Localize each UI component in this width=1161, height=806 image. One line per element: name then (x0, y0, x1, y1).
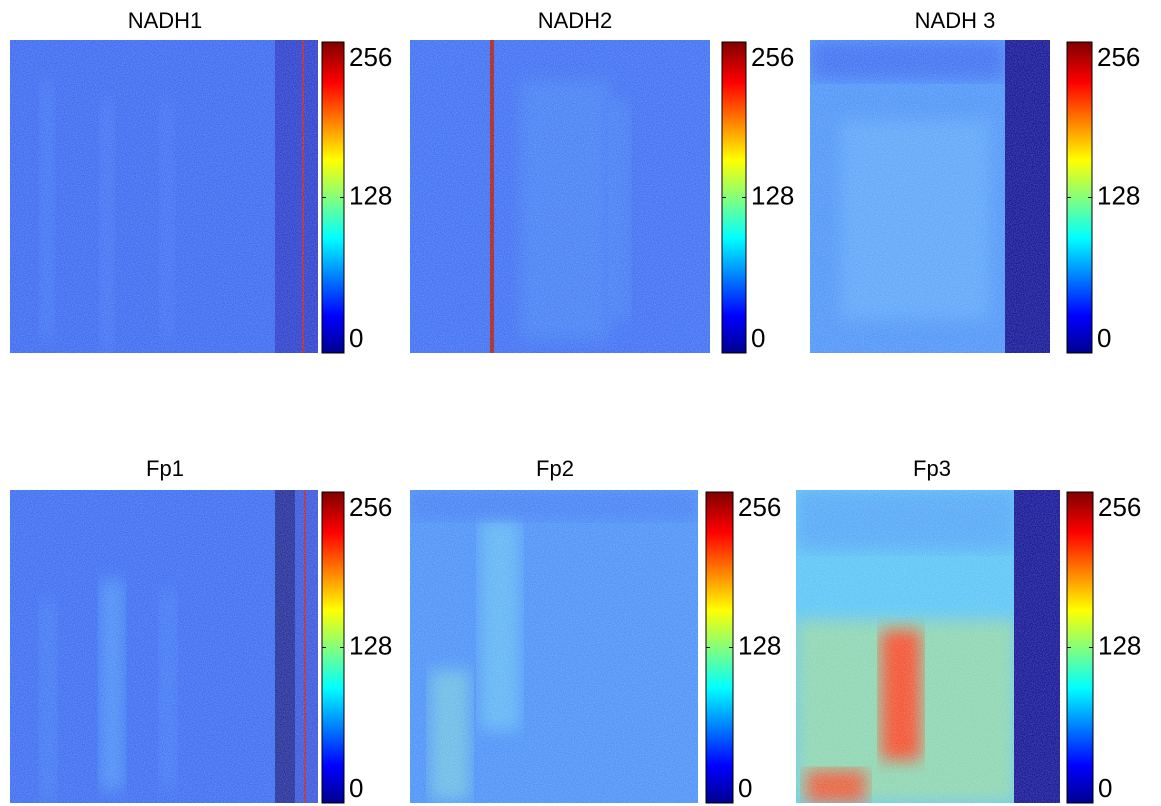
colorbar-tick-label: 128 (751, 180, 794, 210)
colorbar-tick-label: 256 (1098, 492, 1141, 522)
image-noise (410, 40, 710, 353)
image-noise (10, 490, 318, 803)
panel: NADH1 0 128 256 (10, 8, 392, 354)
heatmap-image (410, 490, 698, 803)
colorbar-tick-label: 0 (349, 323, 363, 353)
colorbar-tick-label: 128 (1097, 180, 1140, 210)
image-noise (10, 40, 318, 353)
colorbar-tick-label: 128 (349, 180, 392, 210)
panel-title: NADH 3 (915, 8, 996, 33)
heatmap-image (410, 40, 710, 353)
panel: Fp1 0 128 256 (10, 456, 392, 804)
colorbar-tick-label: 128 (349, 630, 392, 660)
panel-title: Fp1 (146, 456, 184, 481)
image-noise (796, 490, 1060, 803)
colorbar (1066, 41, 1093, 354)
colorbar-tick-label: 0 (751, 323, 765, 353)
colorbar-tick-label: 256 (738, 492, 781, 522)
colorbar-tick-label: 256 (349, 492, 392, 522)
colorbar-tick-label: 256 (1097, 42, 1140, 72)
heatmap-image (10, 40, 318, 353)
colorbar-tick-label: 0 (1098, 773, 1112, 803)
heatmap-image (10, 490, 318, 803)
panel: NADH 3 0 128 256 (810, 8, 1140, 354)
colorbar-tick-label: 0 (349, 773, 363, 803)
colorbar (705, 491, 734, 804)
panel-title: Fp3 (913, 456, 951, 481)
colorbar-tick-label: 128 (1098, 630, 1141, 660)
heatmap-image (810, 40, 1050, 353)
panel: Fp3 0 128 256 (796, 456, 1141, 804)
colorbar-tick-label: 0 (1097, 323, 1111, 353)
panel: NADH2 0 128 256 (410, 8, 794, 354)
colorbar-tick-label: 256 (349, 42, 392, 72)
image-noise (810, 40, 1050, 353)
colorbar-tick-label: 256 (751, 42, 794, 72)
panel-title: NADH2 (538, 8, 613, 33)
panel: Fp2 0 128 256 (410, 456, 781, 804)
colorbar-tick-label: 0 (738, 773, 752, 803)
image-noise (410, 490, 698, 803)
panel-title: Fp2 (536, 456, 574, 481)
colorbar-tick-label: 128 (738, 630, 781, 660)
heatmap-image (796, 490, 1060, 803)
panel-title: NADH1 (128, 8, 203, 33)
